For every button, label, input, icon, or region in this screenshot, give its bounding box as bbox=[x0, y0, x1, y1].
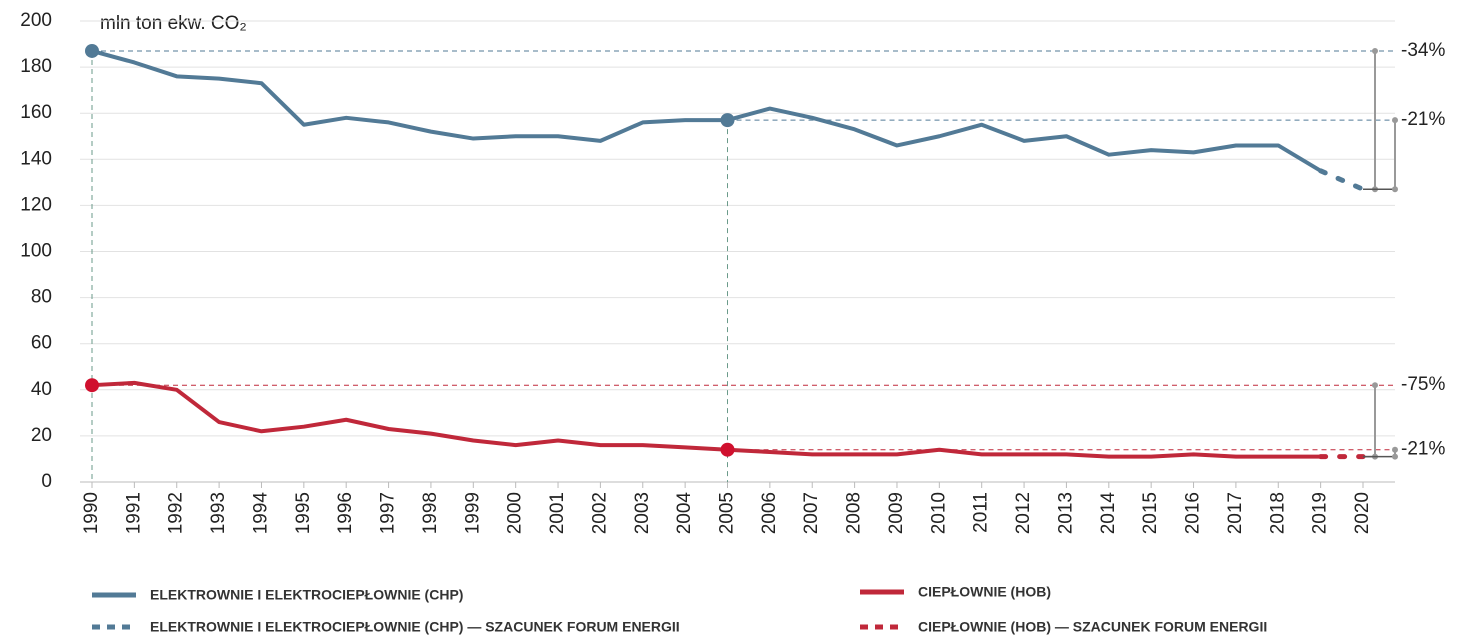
x-tick-label: 1998 bbox=[420, 492, 441, 534]
bracket-dot bbox=[1392, 446, 1398, 453]
y-tick-label: 80 bbox=[31, 287, 52, 308]
x-tick-label: 2007 bbox=[801, 492, 822, 534]
reference-dot bbox=[85, 43, 99, 58]
x-tick-label: 2000 bbox=[505, 492, 526, 534]
legend-label: ELEKTROWNIE I ELEKTROCIEPŁOWNIE (CHP) bbox=[150, 587, 463, 603]
y-tick-label: 180 bbox=[20, 56, 52, 77]
x-tick-label: 1999 bbox=[462, 492, 483, 534]
x-tick-label: 2013 bbox=[1055, 492, 1076, 534]
y-tick-label: 0 bbox=[41, 471, 52, 492]
x-tick-label: 2005 bbox=[717, 492, 738, 534]
y-tick-label: 40 bbox=[31, 379, 52, 400]
y-tick-label: 20 bbox=[31, 425, 52, 446]
legend-label: CIEPŁOWNIE (HOB) — SZACUNEK FORUM ENERGI… bbox=[918, 619, 1267, 635]
series-line bbox=[91, 49, 1322, 173]
x-tick-label: 1992 bbox=[166, 492, 187, 534]
y-tick-label: 120 bbox=[20, 194, 52, 215]
x-tick-label: 1996 bbox=[335, 492, 356, 534]
reference-dot bbox=[720, 442, 735, 457]
legend-label: ELEKTROWNIE I ELEKTROCIEPŁOWNIE (CHP) — … bbox=[150, 619, 680, 635]
x-tick-label: 2011 bbox=[971, 492, 992, 533]
x-tick-label: 2008 bbox=[844, 492, 865, 534]
x-tick-label: 2004 bbox=[674, 492, 695, 535]
bracket-dot bbox=[1392, 117, 1398, 124]
x-tick-label: 2001 bbox=[547, 492, 568, 534]
x-tick-label: 2002 bbox=[589, 492, 610, 534]
x-tick-label: 1994 bbox=[250, 492, 271, 535]
x-tick-label: 2019 bbox=[1310, 492, 1331, 534]
x-tick-label: 1991 bbox=[123, 492, 144, 534]
x-tick-label: 1990 bbox=[81, 492, 102, 534]
x-tick-label: 2010 bbox=[928, 492, 949, 534]
x-tick-label: 2012 bbox=[1013, 492, 1034, 534]
y-tick-label: 140 bbox=[20, 148, 52, 169]
reference-dot bbox=[720, 113, 735, 128]
bracket-dot bbox=[1372, 382, 1378, 389]
annotation: -21% bbox=[1401, 439, 1445, 460]
x-tick-label: 1993 bbox=[208, 492, 229, 534]
y-tick-label: 60 bbox=[31, 333, 52, 354]
series-line bbox=[91, 380, 1321, 459]
x-tick-label: 2017 bbox=[1225, 492, 1246, 534]
x-tick-label: 2006 bbox=[759, 492, 780, 534]
y-tick-label: 100 bbox=[20, 241, 52, 262]
x-tick-label: 2018 bbox=[1267, 492, 1288, 534]
x-tick-label: 1997 bbox=[378, 492, 399, 534]
annotation: -75% bbox=[1401, 374, 1445, 395]
x-tick-label: 2014 bbox=[1098, 492, 1119, 535]
x-tick-label: 2016 bbox=[1183, 492, 1204, 534]
x-tick-label: 1995 bbox=[293, 492, 314, 534]
x-tick-label: 2020 bbox=[1352, 492, 1373, 534]
x-tick-label: 2009 bbox=[886, 492, 907, 534]
bracket-dot bbox=[1392, 453, 1398, 460]
legend-label: CIEPŁOWNIE (HOB) bbox=[918, 584, 1051, 600]
x-tick-label: 2015 bbox=[1140, 492, 1161, 534]
annotation: -21% bbox=[1401, 109, 1445, 130]
annotation: -34% bbox=[1401, 40, 1445, 61]
x-tick-label: 2003 bbox=[632, 492, 653, 534]
y-axis-label: mln ton ekw. CO₂ bbox=[100, 13, 247, 34]
reference-dot bbox=[85, 378, 99, 393]
y-tick-label: 200 bbox=[20, 10, 52, 31]
y-tick-label: 160 bbox=[20, 102, 52, 123]
bracket-dot bbox=[1372, 47, 1378, 54]
bracket-dot bbox=[1392, 186, 1398, 193]
series-line bbox=[1318, 168, 1366, 192]
